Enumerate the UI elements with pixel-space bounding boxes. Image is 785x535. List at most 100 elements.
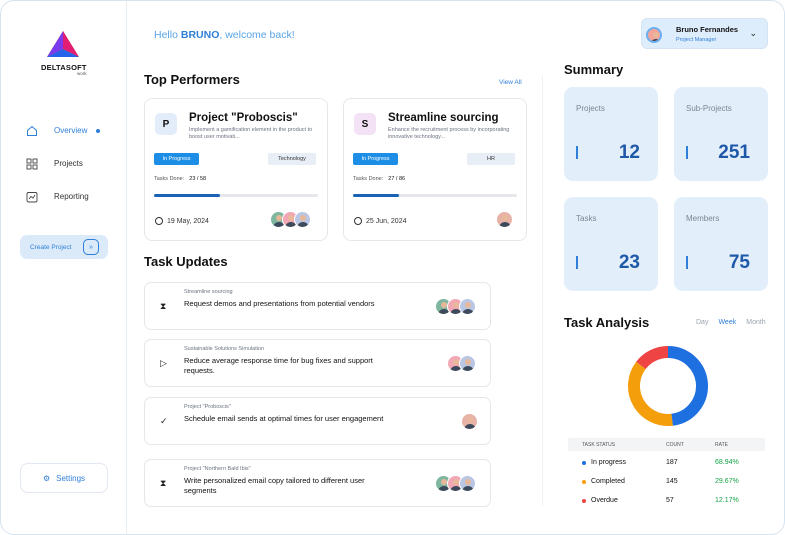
project-card[interactable]: S Streamline sourcing Enhance the recrui…	[343, 98, 527, 241]
task-project: Project "Proboscis"	[184, 404, 231, 410]
task-updates-title: Task Updates	[144, 254, 228, 269]
task-text: Write personalized email copy tailored t…	[184, 476, 365, 495]
chart-icon	[25, 190, 38, 203]
column-divider	[542, 76, 543, 506]
stat-value: 23	[618, 252, 640, 273]
avatar	[459, 475, 476, 492]
count-cell: 57	[666, 497, 674, 504]
settings-button[interactable]: ⚙ Settings	[20, 463, 108, 493]
sidebar-item-label: Overview	[54, 126, 88, 135]
tasks-done-value: 23 / 58	[189, 176, 207, 182]
stat-value: 75	[728, 252, 750, 273]
department-badge: HR	[467, 153, 515, 165]
greeting-suffix: , welcome back!	[219, 29, 295, 41]
greeting-prefix: Hello	[154, 29, 181, 41]
check-icon: ✓	[160, 416, 168, 426]
double-chevron-icon: »	[83, 239, 99, 255]
stat-card-tasks: Tasks 23	[564, 197, 658, 291]
range-week[interactable]: Week	[718, 319, 737, 326]
status-badge: In Progress	[154, 153, 199, 165]
summary-title: Summary	[564, 62, 624, 77]
count-cell: 187	[666, 459, 678, 466]
table-header: TASK STATUS COUNT RATE	[568, 438, 765, 451]
column-header-status: TASK STATUS	[582, 442, 616, 448]
clock-icon	[354, 217, 362, 225]
tasks-done: Tasks Done: 23 / 58	[154, 176, 206, 182]
progress-bar	[154, 194, 318, 197]
date-text: 25 Jun, 2024	[366, 217, 407, 225]
project-date: 19 May, 2024	[155, 217, 209, 225]
create-project-button[interactable]: Create Project »	[20, 235, 108, 259]
play-icon: ▷	[160, 358, 167, 368]
task-item[interactable]: ✓ Project "Proboscis" Schedule email sen…	[144, 397, 491, 445]
hourglass-icon: ⧗	[160, 301, 167, 311]
stat-card-sub-projects: Sub-Projects 251	[674, 87, 768, 181]
sidebar-item-projects[interactable]: Projects	[25, 157, 83, 170]
clock-icon	[155, 217, 163, 225]
active-indicator	[96, 128, 101, 133]
gear-icon: ⚙	[42, 473, 51, 483]
stat-value: 12	[618, 142, 640, 163]
sidebar-item-label: Projects	[54, 159, 83, 168]
rate-cell: 68.94%	[715, 459, 739, 466]
donut-segment	[636, 346, 669, 370]
task-item[interactable]: ⧗ Streamline sourcing Request demos and …	[144, 282, 491, 330]
project-card[interactable]: P Project "Proboscis" Implement a gamifi…	[144, 98, 328, 241]
status-cell: Completed	[591, 478, 625, 485]
department-badge: Technology	[268, 153, 316, 165]
avatar-group	[461, 413, 478, 430]
greeting-name: BRUNO	[180, 29, 220, 41]
status-cell: In progress	[591, 459, 627, 466]
status-dot	[582, 480, 586, 484]
avatar	[459, 298, 476, 315]
avatar-group	[435, 475, 476, 492]
chevron-down-icon: ⌄	[749, 28, 757, 38]
project-description: Implement a gamification element in the …	[189, 127, 313, 141]
table-row: Completed 145 29.67%	[568, 478, 765, 492]
tasks-done-value: 27 / 86	[388, 176, 406, 182]
task-text: Schedule email sends at optimal times fo…	[184, 414, 384, 423]
sidebar-item-reporting[interactable]: Reporting	[25, 190, 89, 203]
avatar	[459, 355, 476, 372]
stat-marker	[576, 146, 578, 159]
status-badge: In Progress	[353, 153, 398, 165]
user-name: Bruno Fernandes	[676, 25, 739, 34]
brand-sub: work	[77, 71, 87, 76]
task-item[interactable]: ▷ Sustainable Solutions Simulation Reduc…	[144, 339, 491, 387]
stat-marker	[686, 146, 688, 159]
stat-label: Sub-Projects	[686, 104, 732, 113]
home-icon	[25, 124, 38, 137]
task-project: Project "Northern Bald Ibis"	[184, 466, 251, 472]
user-menu[interactable]: Bruno Fernandes Project Manager ⌄	[641, 18, 768, 49]
range-day[interactable]: Day	[696, 319, 709, 326]
stat-label: Projects	[576, 104, 605, 113]
donut-segment	[628, 361, 673, 426]
sidebar-item-overview[interactable]: Overview	[25, 124, 101, 137]
column-header-rate: RATE	[715, 442, 728, 448]
range-month[interactable]: Month	[746, 319, 766, 326]
stat-label: Tasks	[576, 214, 597, 223]
hourglass-icon: ⧗	[160, 478, 167, 488]
count-cell: 145	[666, 478, 678, 485]
project-letter: S	[354, 113, 376, 135]
table-row: In progress 187 68.94%	[568, 459, 765, 473]
tasks-done: Tasks Done: 27 / 86	[353, 176, 405, 182]
avatar-group	[270, 211, 311, 228]
range-selector: Day Week Month	[696, 319, 776, 326]
progress-fill	[353, 194, 399, 197]
sidebar: DELTASOFT work Overview Projects Reporti…	[1, 1, 127, 534]
progress-fill	[154, 194, 220, 197]
avatar-group	[447, 355, 476, 372]
task-item[interactable]: ⧗ Project "Northern Bald Ibis" Write per…	[144, 459, 491, 507]
stat-label: Members	[686, 214, 720, 223]
avatar-group	[496, 211, 513, 228]
logo-icon	[47, 31, 79, 57]
stat-marker	[686, 256, 688, 269]
project-title: Streamline sourcing	[388, 112, 499, 124]
status-dot	[582, 461, 586, 465]
view-all-link[interactable]: View All	[499, 79, 522, 86]
task-project: Streamline sourcing	[184, 289, 233, 295]
avatar	[294, 211, 311, 228]
avatar	[461, 413, 478, 430]
